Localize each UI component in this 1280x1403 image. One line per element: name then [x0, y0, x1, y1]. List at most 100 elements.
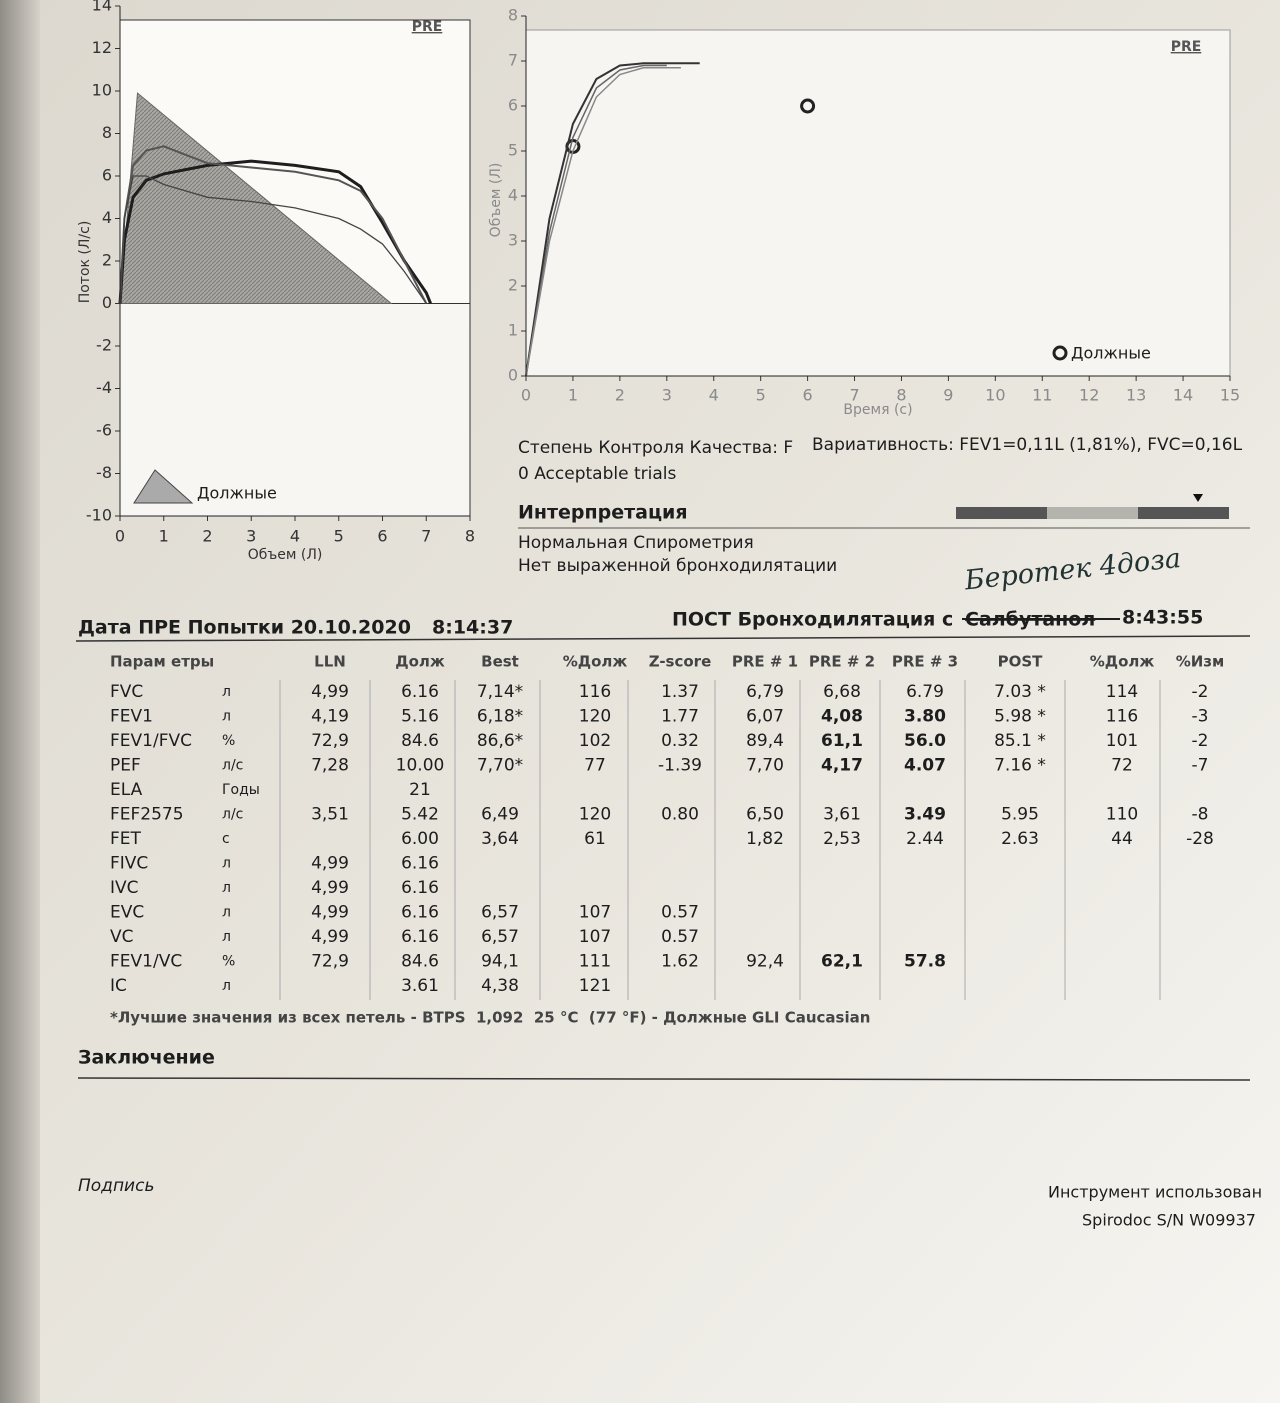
cell: 1,82: [746, 829, 784, 849]
cell: 6.16: [401, 854, 439, 874]
interpretation-line: Нет выраженной бронходилятации: [518, 556, 837, 576]
y-tick-label: -8: [96, 463, 112, 482]
y-tick-label: 2: [102, 251, 112, 270]
y-axis-label: Поток (Л/с): [77, 221, 93, 304]
quality-control: Степень Контроля Качества: F: [518, 438, 793, 458]
unit: л: [222, 684, 231, 700]
legend-label: Должные: [1071, 344, 1151, 363]
unit: Годы: [222, 782, 260, 798]
predicted-point: [800, 98, 816, 114]
cell: 84.6: [401, 952, 439, 972]
cell: 72: [1111, 756, 1133, 776]
x-tick-label: 6: [803, 386, 813, 405]
cell: 3.61: [401, 976, 439, 996]
cell: 6,50: [746, 805, 784, 825]
x-tick-label: 2: [615, 386, 625, 405]
cell: -2: [1192, 731, 1209, 751]
plot-frame: [119, 303, 471, 517]
x-tick-label: 10: [985, 386, 1005, 405]
cell: 7,70: [746, 756, 784, 776]
parameter: FEV1/VC: [110, 952, 182, 972]
column-header: Z-score: [649, 653, 712, 671]
cell: 3,64: [481, 829, 519, 849]
y-tick-label: -6: [96, 421, 112, 440]
y-tick-label: 8: [508, 6, 518, 25]
trial-curve: [119, 175, 427, 304]
parameter: FET: [110, 829, 142, 849]
cell: 6.16: [401, 903, 439, 923]
x-tick-label: 15: [1220, 386, 1240, 405]
cell: 57.8: [904, 952, 946, 972]
column-header: LLN: [314, 653, 346, 671]
cell: 6.16: [401, 927, 439, 947]
unit: л: [222, 709, 231, 725]
post-time: 8:43:55: [1122, 607, 1203, 629]
cell: 1.62: [661, 952, 699, 972]
trial-curve: [525, 64, 667, 377]
cell: 77: [584, 756, 606, 776]
unit: %: [222, 733, 235, 749]
legend-label: Должные: [197, 484, 277, 503]
column-header: PRE # 2: [809, 653, 875, 671]
cell: 4,99: [311, 927, 349, 947]
cell: 110: [1106, 805, 1138, 825]
cell: 4,19: [311, 707, 349, 727]
x-tick-label: 8: [896, 386, 906, 405]
unit: л: [222, 905, 231, 921]
x-tick-label: 1: [159, 527, 169, 546]
cell: 4,08: [821, 707, 863, 727]
parameter: IVC: [110, 878, 139, 898]
cell: 4,99: [311, 878, 349, 898]
trials: 0 Acceptable trials: [518, 464, 676, 484]
y-tick-label: 6: [102, 166, 112, 185]
cell: 4.07: [904, 756, 946, 776]
x-tick-label: 14: [1173, 386, 1193, 405]
cell: -2: [1192, 682, 1209, 702]
column-header: PRE # 1: [732, 653, 798, 671]
cell: 2.63: [1001, 829, 1039, 849]
cell: 121: [579, 976, 611, 996]
trial-curve: [525, 67, 681, 377]
parameter: IC: [110, 976, 127, 996]
footnote: *Лучшие значения из всех петель - BTPS 1…: [110, 1009, 870, 1027]
variability: Вариативность: FEV1=0,11L (1,81%), FVC=0…: [812, 435, 1243, 455]
x-tick-label: 12: [1079, 386, 1099, 405]
results-table: Парам етры LLN Долж Best %Долж Z-score PRE # 1…: [110, 653, 1224, 1000]
cell: 5.42: [401, 805, 439, 825]
x-tick-label: 7: [849, 386, 859, 405]
x-tick-label: 1: [568, 386, 578, 405]
post-label: ПОСТ Бронходилятация с: [672, 609, 953, 631]
x-axis-label: Объем (Л): [248, 547, 323, 563]
cell: 102: [579, 731, 611, 751]
cell: 2,53: [823, 829, 861, 849]
unit: л: [222, 856, 231, 872]
scale-segment: [1047, 507, 1138, 519]
cell: 6,07: [746, 707, 784, 727]
cell: 7.03 *: [994, 682, 1046, 702]
cell: 120: [579, 805, 611, 825]
cell: 3.49: [904, 805, 946, 825]
x-tick-label: 7: [421, 527, 431, 546]
x-tick-label: 11: [1032, 386, 1052, 405]
cell: 6,49: [481, 805, 519, 825]
cell: 3.80: [904, 707, 946, 727]
cell: 85.1 *: [994, 731, 1046, 751]
trial-curve: [119, 145, 428, 304]
rule: [77, 1077, 1251, 1081]
cell: 44: [1111, 829, 1133, 849]
x-tick-label: 4: [290, 527, 300, 546]
legend-swatch: [1052, 345, 1068, 361]
scale-arrow: [1193, 494, 1203, 502]
cell: 89,4: [746, 731, 784, 751]
cell: 84.6: [401, 731, 439, 751]
plot-frame: [525, 29, 1231, 377]
interpretation-title: Интерпретация: [518, 502, 688, 524]
cell: 1.77: [661, 707, 699, 727]
pre-date: Дата ПРЕ Попытки 20.10.2020: [78, 617, 411, 639]
legend-swatch: [133, 469, 194, 504]
y-tick-label: 4: [508, 186, 518, 205]
unit: с: [222, 831, 230, 847]
conclusion-title: Заключение: [78, 1047, 215, 1069]
